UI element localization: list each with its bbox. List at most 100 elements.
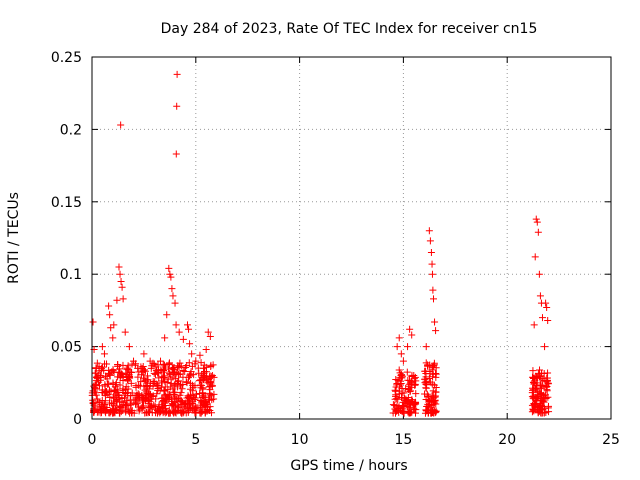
data-point xyxy=(538,382,546,390)
data-point xyxy=(179,373,187,381)
data-point xyxy=(117,277,125,285)
data-point xyxy=(166,409,174,417)
data-point xyxy=(395,334,403,342)
data-point xyxy=(101,407,109,415)
data-point xyxy=(189,384,197,392)
data-point xyxy=(422,377,430,385)
data-point xyxy=(163,311,171,319)
data-point xyxy=(186,399,194,407)
data-point xyxy=(111,391,119,399)
data-point xyxy=(202,345,210,353)
data-point xyxy=(150,360,158,368)
data-point xyxy=(398,385,406,393)
data-point xyxy=(158,383,166,391)
data-point xyxy=(190,394,198,402)
data-point xyxy=(146,357,154,365)
data-point xyxy=(106,371,114,379)
data-point xyxy=(198,381,206,389)
data-point xyxy=(106,386,114,394)
data-point xyxy=(132,383,140,391)
data-point xyxy=(399,407,407,415)
data-point xyxy=(411,399,419,407)
data-point xyxy=(124,374,132,382)
data-point xyxy=(425,227,433,235)
data-point xyxy=(164,375,172,383)
data-point xyxy=(113,296,121,304)
data-point xyxy=(172,407,180,415)
data-point xyxy=(394,395,402,403)
data-point xyxy=(131,400,139,408)
data-point xyxy=(154,384,162,392)
data-point xyxy=(174,362,182,370)
data-point xyxy=(128,389,136,397)
data-point xyxy=(403,368,411,376)
data-point xyxy=(432,370,440,378)
data-point xyxy=(432,388,440,396)
data-point xyxy=(90,399,98,407)
data-point xyxy=(400,389,408,397)
data-point xyxy=(154,366,162,374)
data-point xyxy=(186,340,194,348)
data-point xyxy=(423,381,431,389)
data-point xyxy=(541,343,549,351)
data-point xyxy=(138,404,146,412)
data-point xyxy=(169,364,177,372)
data-point xyxy=(110,401,118,409)
data-point xyxy=(109,400,117,408)
data-point xyxy=(117,403,125,411)
data-point xyxy=(110,394,118,402)
data-point xyxy=(429,286,437,294)
data-point xyxy=(165,406,173,414)
data-point xyxy=(194,364,202,372)
data-point xyxy=(172,321,180,329)
data-point xyxy=(183,404,191,412)
data-point xyxy=(421,367,429,375)
y-tick-label: 0.15 xyxy=(51,195,82,211)
data-point xyxy=(534,392,542,400)
y-tick-label: 0.05 xyxy=(51,340,82,356)
data-point xyxy=(393,381,401,389)
data-point xyxy=(128,409,136,417)
data-point xyxy=(132,394,140,402)
data-point xyxy=(531,253,539,261)
data-point xyxy=(168,397,176,405)
data-point xyxy=(539,397,547,405)
data-point xyxy=(427,406,435,414)
data-point xyxy=(160,387,168,395)
data-point xyxy=(119,361,127,369)
data-point xyxy=(176,381,184,389)
data-point xyxy=(124,377,132,385)
data-point xyxy=(119,295,127,303)
data-point xyxy=(137,363,145,371)
data-point xyxy=(135,391,143,399)
data-point xyxy=(147,364,155,372)
data-point xyxy=(99,363,107,371)
data-point xyxy=(178,385,186,393)
data-point xyxy=(170,366,178,374)
data-point xyxy=(121,394,129,402)
data-point xyxy=(531,403,539,411)
data-point xyxy=(532,215,540,223)
data-point xyxy=(204,376,212,384)
data-point xyxy=(125,343,133,351)
data-point xyxy=(173,70,181,78)
data-point xyxy=(169,292,177,300)
y-tick-label: 0.25 xyxy=(51,50,82,66)
data-point xyxy=(412,390,420,398)
data-point xyxy=(133,400,141,408)
data-point xyxy=(535,270,543,278)
data-point xyxy=(533,218,541,226)
data-point xyxy=(145,391,153,399)
data-point xyxy=(134,373,142,381)
data-point xyxy=(424,362,432,370)
data-point xyxy=(407,378,415,386)
data-point xyxy=(145,397,153,405)
data-point xyxy=(192,357,200,365)
data-point xyxy=(98,407,106,415)
data-point xyxy=(140,374,148,382)
data-point xyxy=(425,374,433,382)
x-tick-label: 0 xyxy=(88,432,97,448)
data-point xyxy=(191,405,199,413)
data-point xyxy=(543,383,551,391)
data-point xyxy=(127,399,135,407)
